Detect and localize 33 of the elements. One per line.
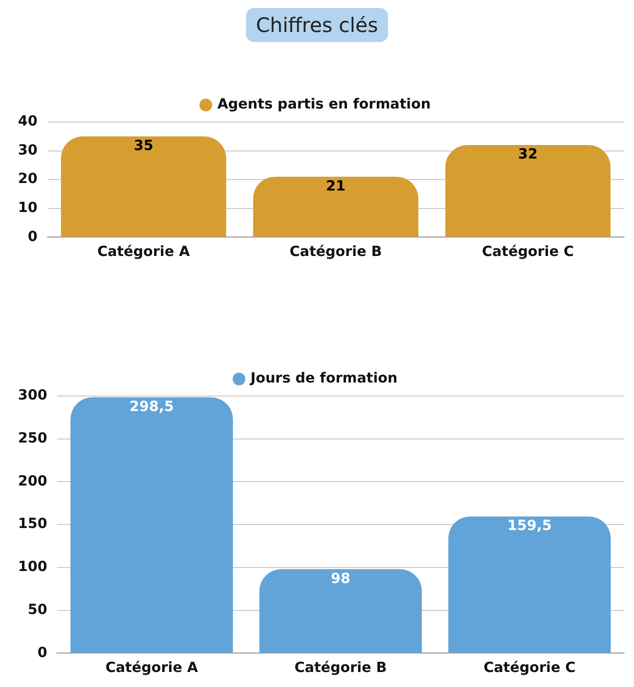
x-tick-label: Catégorie C [482,244,574,260]
x-tick-label: Catégorie A [105,660,198,676]
x-tick-label: Catégorie A [97,244,190,260]
y-tick-label: 30 [18,142,38,158]
y-tick-label: 10 [18,200,38,216]
y-tick-label: 0 [37,644,48,661]
y-tick-label: 150 [18,516,48,532]
bar [259,569,422,653]
y-tick-label: 100 [18,559,48,576]
y-tick-label: 0 [28,228,38,245]
x-tick-label: Catégorie B [290,244,382,260]
chart-title: Chiffres clés [246,8,388,42]
data-label: 21 [326,178,346,194]
bar [448,516,611,653]
y-tick-label: 50 [28,602,48,618]
bar [70,397,233,653]
x-tick-label: Catégorie B [294,660,387,676]
bar [445,145,611,237]
data-label: 298,5 [130,398,174,415]
y-tick-label: 20 [18,171,38,188]
y-tick-label: 300 [18,388,48,404]
data-label: 32 [518,146,538,163]
legend-label: Agents partis en formation [217,96,431,113]
legend-label: Jours de formation [249,370,398,387]
x-tick-label: Catégorie C [484,660,576,676]
data-label: 35 [134,138,154,154]
y-tick-label: 200 [18,473,48,490]
data-label: 159,5 [507,518,552,534]
y-tick-label: 250 [18,430,48,447]
y-tick-label: 40 [18,114,38,130]
bar [60,136,226,237]
data-label: 98 [330,570,350,587]
bar [253,176,418,237]
